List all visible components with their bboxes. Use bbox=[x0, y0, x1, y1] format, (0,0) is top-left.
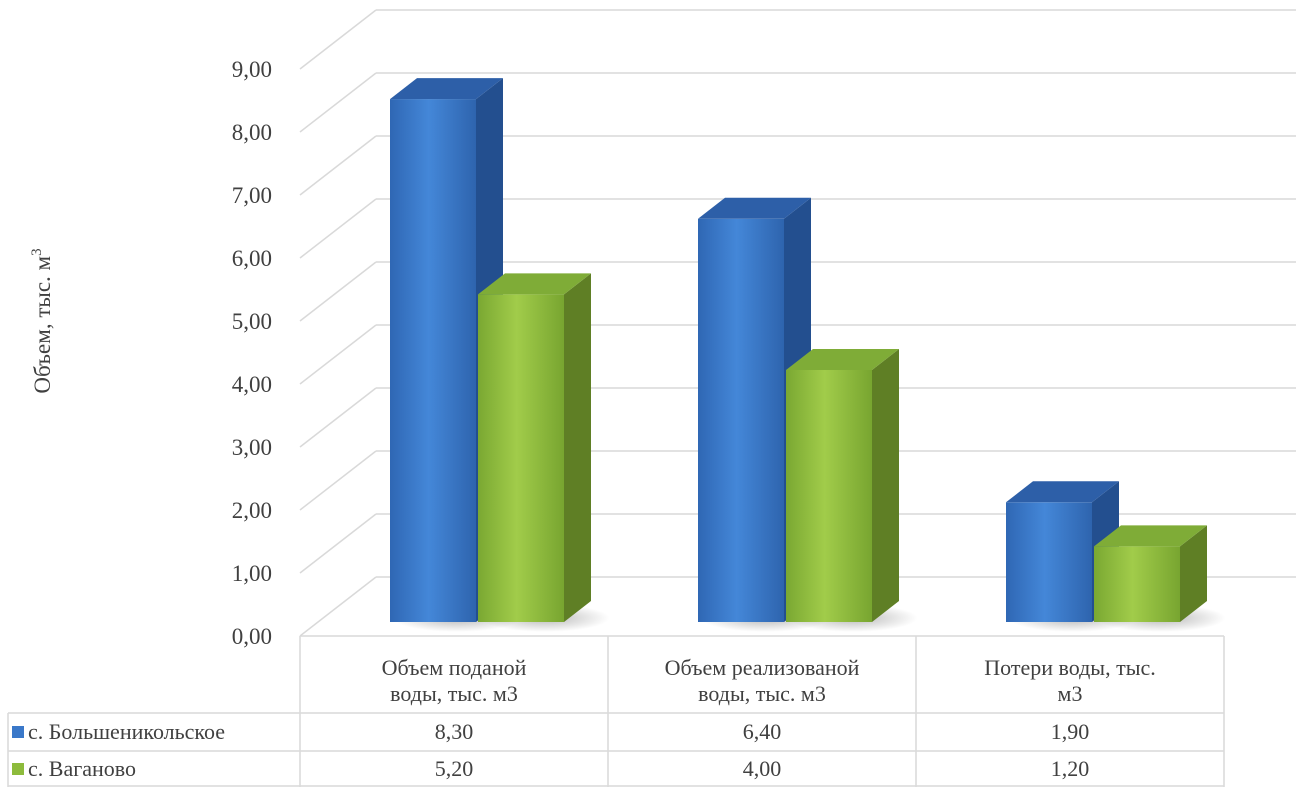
table-header-line: воды, тыс. м3 bbox=[390, 680, 518, 706]
y-axis-ticks: 0,00 1,00 2,00 3,00 4,00 5,00 6,00 7,00 8,00 9,00 bbox=[232, 57, 272, 649]
table-header-line: Объем реализованой bbox=[664, 654, 860, 680]
gridline-side bbox=[299, 135, 377, 196]
y-tick-label: 7,00 bbox=[232, 183, 272, 208]
bar bbox=[698, 218, 784, 623]
y-tick-label: 2,00 bbox=[232, 498, 272, 523]
bar-top bbox=[390, 78, 503, 100]
table-value-cell: 4,00 bbox=[742, 756, 782, 781]
bars bbox=[390, 78, 1207, 623]
bar-side bbox=[872, 349, 899, 622]
bar-side bbox=[564, 273, 591, 622]
y-tick-label: 6,00 bbox=[232, 246, 272, 271]
gridline-side bbox=[299, 513, 377, 574]
table-header-line: воды, тыс. м3 bbox=[698, 680, 826, 706]
gridline-side bbox=[299, 9, 377, 70]
legend-key-icon bbox=[12, 763, 24, 775]
gridline-side bbox=[299, 198, 377, 259]
gridline-side bbox=[299, 576, 377, 637]
table-header-cell: Объем реализованой воды, тыс. м3 bbox=[608, 648, 916, 713]
table-value-cell: 6,40 bbox=[742, 719, 782, 744]
gridline-side bbox=[299, 72, 377, 133]
legend-key-icon bbox=[12, 726, 24, 738]
bar bbox=[390, 99, 476, 623]
bar bbox=[1094, 546, 1180, 622]
table-header-cell: Объем поданой воды, тыс. м3 bbox=[300, 648, 608, 713]
y-tick-label: 3,00 bbox=[232, 435, 272, 460]
table-row-label: с. Ваганово bbox=[12, 751, 136, 787]
y-tick-label: 0,00 bbox=[232, 624, 272, 649]
table-value-cell: 1,90 bbox=[1050, 719, 1090, 744]
series-name: с. Большеникольское bbox=[28, 719, 226, 744]
y-tick-label: 8,00 bbox=[232, 120, 272, 145]
gridline-side bbox=[299, 450, 377, 511]
y-axis-label: Объем, тыс. м3 bbox=[29, 248, 55, 393]
table-value-cell: 1,20 bbox=[1050, 756, 1090, 781]
gridline-side bbox=[299, 261, 377, 322]
bar-top bbox=[698, 197, 811, 219]
data-table-grid bbox=[7, 636, 1225, 787]
table-header-line: Потери воды, тыс. bbox=[984, 654, 1156, 680]
bar-top bbox=[786, 349, 899, 370]
bar-top bbox=[1006, 481, 1119, 503]
table-row-label: с. Большеникольское bbox=[12, 713, 225, 751]
table-header-line: Объем поданой bbox=[381, 654, 527, 680]
bar-top bbox=[1094, 525, 1207, 547]
table-value-cell: 8,30 bbox=[434, 719, 474, 744]
gridline-side bbox=[299, 387, 377, 448]
table-value-cell: 5,20 bbox=[434, 756, 474, 781]
y-tick-label: 1,00 bbox=[232, 561, 272, 586]
bar-side bbox=[1180, 525, 1207, 622]
bar-top bbox=[478, 273, 591, 295]
table-header-line: м3 bbox=[1057, 680, 1083, 706]
y-tick-label: 9,00 bbox=[232, 57, 272, 82]
y-tick-label: 5,00 bbox=[232, 309, 272, 334]
y-tick-label: 4,00 bbox=[232, 372, 272, 397]
series-name: с. Ваганово bbox=[28, 756, 137, 781]
bar bbox=[478, 294, 564, 622]
bar bbox=[786, 370, 872, 622]
bar bbox=[1006, 502, 1092, 622]
gridline-side bbox=[299, 324, 377, 385]
table-header-cell: Потери воды, тыс. м3 bbox=[916, 648, 1224, 713]
